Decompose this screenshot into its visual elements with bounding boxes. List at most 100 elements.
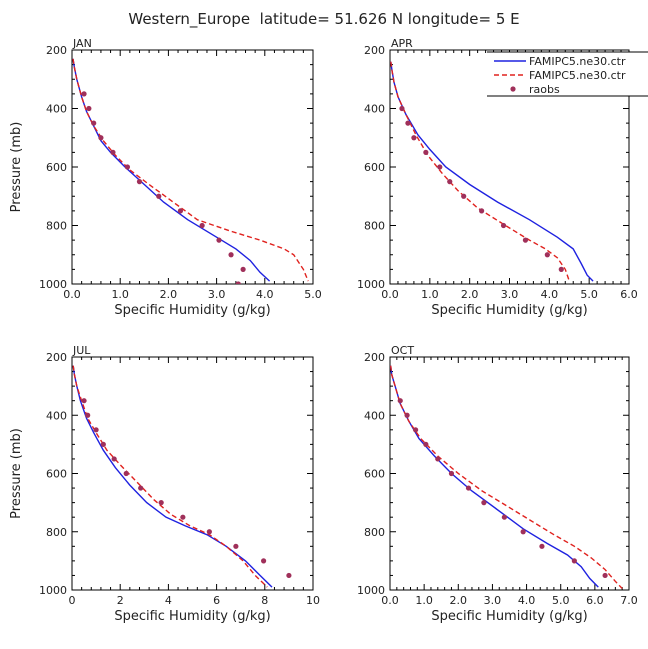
raobs-point	[479, 208, 485, 214]
raobs-point	[98, 135, 104, 141]
y-tick-label: 400	[46, 103, 67, 116]
raobs-point	[404, 412, 410, 418]
y-tick-label: 600	[364, 468, 385, 481]
raobs-point	[93, 427, 99, 433]
x-tick-label: 0.0	[63, 288, 81, 301]
y-tick-label: 600	[46, 468, 67, 481]
panel-label: JUL	[72, 344, 91, 357]
y-tick-label: 200	[364, 351, 385, 364]
legend-label: FAMIPC5.ne30.ctr	[529, 69, 626, 82]
raobs-point	[124, 164, 131, 170]
x-tick-label: 8	[261, 594, 268, 607]
raobs-point	[423, 441, 429, 447]
x-tick-label: 4.0	[256, 288, 274, 301]
raobs-point	[522, 237, 529, 243]
panel-jul: JUL 0 2 4 6 8 10 200 400 600 800 1000 Specific Humid…	[9, 344, 320, 624]
x-tick-label: 4	[165, 594, 172, 607]
raobs-point	[180, 514, 186, 520]
legend-marker-dot	[510, 86, 516, 92]
raobs-point	[481, 500, 487, 506]
panel-apr: APR 0.0 1.0 2.0 3.0 4.0 5.0 6.0 200 400 600 800 1000…	[357, 37, 638, 318]
x-tick-label: 3.0	[484, 594, 502, 607]
panel-oct: OCT 0.0 1.0 2.0 3.0 4.0 5.0 6.0 7.0 200 400 600 800 1…	[357, 344, 638, 624]
x-tick-label: 5.0	[552, 594, 570, 607]
x-axis-label: Specific Humidity (g/kg)	[114, 609, 270, 624]
y-axis-label: Pressure (mb)	[9, 122, 24, 213]
raobs-point	[86, 105, 92, 112]
x-tick-label: 6	[213, 594, 220, 607]
raobs-point	[602, 572, 608, 579]
raobs-point	[156, 193, 162, 199]
raobs-point	[85, 412, 91, 418]
raobs-point	[448, 470, 455, 477]
series-group	[390, 365, 623, 589]
y-tick-label: 400	[364, 409, 385, 422]
x-tick-label: 4.0	[518, 594, 536, 607]
raobs-point	[286, 572, 292, 579]
raobs-point	[435, 456, 441, 462]
x-tick-label: 6.0	[620, 288, 638, 301]
raobs-point	[571, 558, 577, 564]
x-tick-label: 7.0	[620, 594, 638, 607]
figure-title: Western_Europe latitude= 51.626 N longit…	[128, 10, 519, 29]
raobs-point	[500, 222, 507, 229]
raobs-point	[81, 398, 87, 404]
x-tick-label: 5.0	[304, 288, 322, 301]
series-line-dashed	[72, 58, 309, 282]
raobs-point	[539, 543, 545, 549]
y-tick-label: 1000	[357, 278, 385, 291]
raobs-point	[399, 105, 405, 112]
raobs-point	[158, 500, 164, 506]
raobs-point	[233, 543, 239, 549]
raobs-point	[520, 529, 526, 535]
y-tick-label: 200	[364, 44, 385, 57]
x-tick-label: 2.0	[450, 594, 468, 607]
legend-label: raobs	[529, 83, 560, 96]
raobs-point	[216, 237, 222, 243]
x-axis-label: Specific Humidity (g/kg)	[114, 303, 270, 318]
panel-label: APR	[391, 37, 413, 50]
legend-label: FAMIPC5.ne30.ctr	[529, 55, 626, 68]
raobs-point	[123, 470, 129, 477]
y-tick-label: 1000	[39, 278, 67, 291]
x-tick-label: 1.0	[415, 594, 433, 607]
raobs-point	[81, 91, 87, 97]
y-tick-label: 800	[364, 220, 385, 233]
plot-frame	[389, 356, 630, 591]
y-tick-label: 400	[46, 409, 67, 422]
plot-frame	[71, 49, 314, 285]
raobs-point	[465, 485, 472, 491]
x-tick-label: 4.0	[541, 288, 559, 301]
y-tick-label: 400	[364, 103, 385, 116]
x-axis-label: Specific Humidity (g/kg)	[431, 303, 587, 318]
x-tick-label: 0.0	[381, 594, 399, 607]
x-tick-label: 1.0	[421, 288, 439, 301]
panel-jan: JAN 0.0 1.0 2.0 3.0 4.0 5.0 200 400 600 800 1000 Spe…	[9, 37, 322, 318]
x-tick-label: 1.0	[111, 288, 129, 301]
x-tick-label: 3.0	[501, 288, 519, 301]
x-tick-label: 0.0	[381, 288, 399, 301]
x-axis-label: Specific Humidity (g/kg)	[431, 609, 587, 624]
x-tick-label: 10	[306, 594, 320, 607]
y-tick-label: 800	[46, 220, 67, 233]
plot-frame	[71, 356, 314, 591]
series-group	[72, 58, 309, 284]
x-tick-label: 2.0	[461, 288, 479, 301]
x-tick-label: 3.0	[208, 288, 226, 301]
series-group	[390, 61, 594, 282]
x-tick-label: 5.0	[580, 288, 598, 301]
raobs-point	[206, 529, 212, 535]
raobs-point	[437, 164, 443, 170]
y-tick-label: 600	[46, 161, 67, 174]
y-axis-label: Pressure (mb)	[9, 428, 24, 519]
raobs-point	[260, 558, 267, 564]
series-line-dashed	[390, 365, 623, 589]
raobs-point	[423, 149, 429, 155]
raobs-point	[138, 485, 144, 491]
series-group	[72, 365, 292, 588]
y-tick-label: 800	[46, 526, 67, 539]
x-tick-label: 2.0	[160, 288, 178, 301]
y-tick-label: 600	[364, 161, 385, 174]
